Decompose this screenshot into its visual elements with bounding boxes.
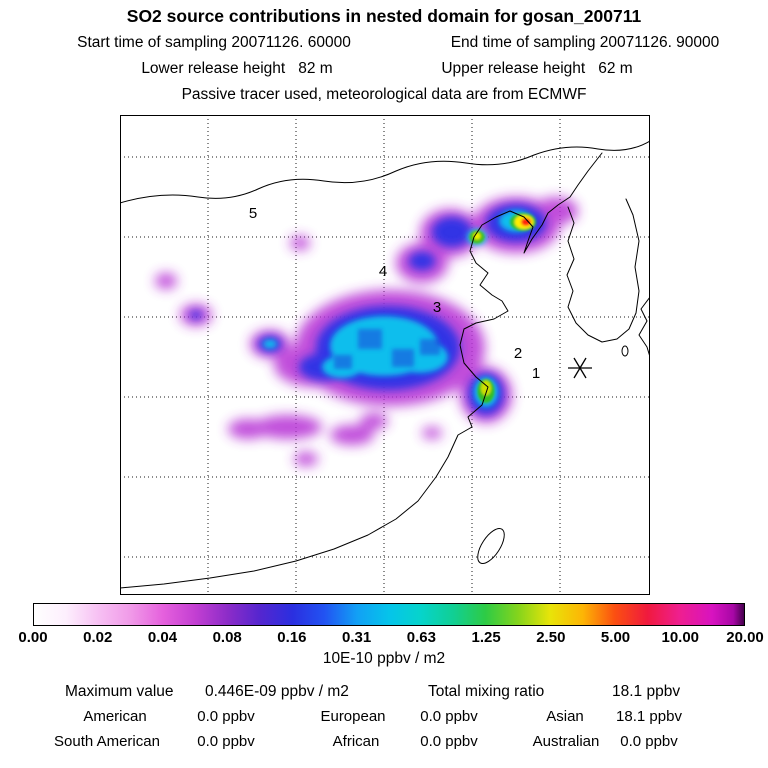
korea-coastline [566, 198, 640, 343]
sampling-end-time: End time of sampling 20071126. 90000 [450, 34, 720, 51]
colorbar-tick: 2.50 [536, 629, 566, 646]
china-coastline [120, 152, 603, 589]
colorbar-gradient [33, 603, 745, 626]
contribution-region-label: African [332, 733, 380, 750]
plume-texture-layer [334, 329, 440, 369]
total-mixing-ratio-label: Total mixing ratio [428, 683, 545, 700]
map-border [120, 115, 650, 595]
contribution-value: 18.1 ppbv [616, 708, 682, 725]
concentration-field [155, 197, 578, 466]
colorbar-tick: 0.02 [83, 629, 113, 646]
contribution-value: 0.0 ppbv [420, 733, 478, 750]
colorbar-ticks: 0.00 0.02 0.04 0.08 0.16 0.31 0.63 1.25 … [18, 629, 763, 647]
map-marker-2: 2 [514, 345, 522, 362]
contribution-region-label: Australian [532, 733, 600, 750]
colorbar-tick: 10.00 [661, 629, 700, 646]
lower-release-height: Lower release height 82 m [141, 60, 332, 78]
max-value-label: Maximum value [65, 683, 174, 700]
colorbar-tick: 5.00 [600, 629, 631, 646]
contribution-region-label: American [83, 708, 147, 725]
colorbar-tick: 0.08 [212, 629, 242, 646]
tracer-note: Passive tracer used, meteorological data… [181, 86, 587, 103]
map-marker-3: 3 [433, 299, 441, 316]
map-markers: 1 2 3 4 5 [249, 205, 540, 382]
upper-release-label: Upper release height [441, 60, 586, 77]
max-value: 0.446E-09 ppbv / m2 [205, 683, 349, 700]
map-marker-5: 5 [249, 205, 257, 222]
sampling-start-time: Start time of sampling 20071126. 60000 [77, 34, 351, 51]
taiwan-island [477, 528, 505, 564]
contribution-value: 0.0 ppbv [197, 708, 255, 725]
map-marker-4: 4 [379, 263, 387, 280]
contribution-region-label: European [320, 708, 386, 725]
coastlines [120, 140, 650, 589]
tsushima-island [621, 345, 629, 357]
contribution-value: 0.0 ppbv [197, 733, 255, 750]
total-mixing-ratio-value: 18.1 ppbv [612, 683, 681, 700]
lower-release-label: Lower release height [141, 60, 286, 77]
hotspot-layer [469, 213, 536, 403]
japan-coastline [638, 296, 650, 358]
colorbar-tick: 0.00 [18, 629, 48, 646]
colorbar-tick: 0.16 [277, 629, 307, 646]
colorbar-tick: 0.63 [406, 629, 436, 646]
contribution-value: 0.0 ppbv [620, 733, 678, 750]
contribution-value: 0.0 ppbv [420, 708, 478, 725]
northern-border-line [120, 140, 650, 204]
upper-release-value: 62 m [598, 60, 633, 77]
receptor-asterisk-icon [568, 357, 592, 379]
map-plot: 1 2 3 4 5 [120, 115, 650, 595]
lower-release-value: 82 m [298, 60, 333, 77]
map-marker-1: 1 [532, 365, 540, 382]
colorbar-tick: 0.31 [342, 629, 372, 646]
contribution-region-label: Asian [546, 708, 584, 725]
contribution-region-label: South American [54, 733, 160, 750]
colorbar-tick: 1.25 [471, 629, 501, 646]
upper-release-height: Upper release height 62 m [441, 60, 632, 78]
colorbar-unit-label: 10E-10 ppbv / m2 [322, 650, 446, 667]
colorbar-tick: 20.00 [726, 629, 764, 646]
page-title: SO2 source contributions in nested domai… [126, 6, 642, 26]
colorbar-tick: 0.04 [147, 629, 178, 646]
